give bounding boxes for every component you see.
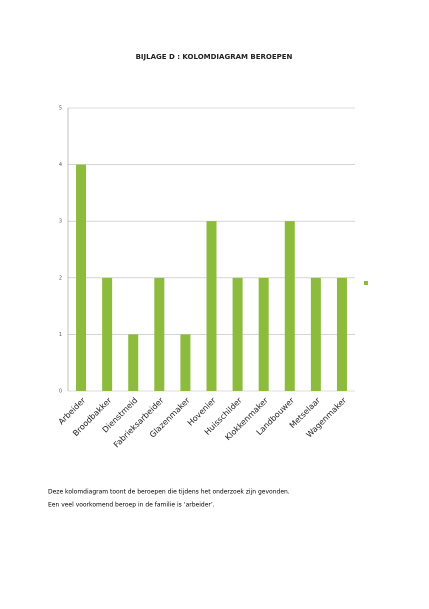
bar	[232, 277, 243, 391]
y-tick-label: 4	[59, 162, 62, 168]
bar	[76, 164, 87, 391]
bar	[258, 277, 269, 391]
bar	[206, 221, 217, 391]
bar	[284, 221, 295, 391]
y-tick-label: 0	[59, 389, 62, 395]
y-tick-label: 1	[59, 332, 62, 338]
bar	[128, 334, 139, 391]
y-tick-label: 5	[59, 106, 62, 112]
bar	[310, 277, 321, 391]
page-title: BIJLAGE D : KOLOMDIAGRAM BEROEPEN	[136, 53, 293, 61]
bar	[154, 277, 165, 391]
y-tick-label: 2	[59, 275, 62, 281]
bar	[336, 277, 347, 391]
caption-line: Deze kolomdiagram toont de beroepen die …	[48, 489, 290, 496]
legend-swatch	[364, 281, 368, 285]
bar	[180, 334, 191, 391]
caption-line: Een veel voorkomend beroep in de familie…	[48, 502, 215, 509]
y-tick-label: 3	[59, 219, 62, 225]
bar	[102, 277, 113, 391]
